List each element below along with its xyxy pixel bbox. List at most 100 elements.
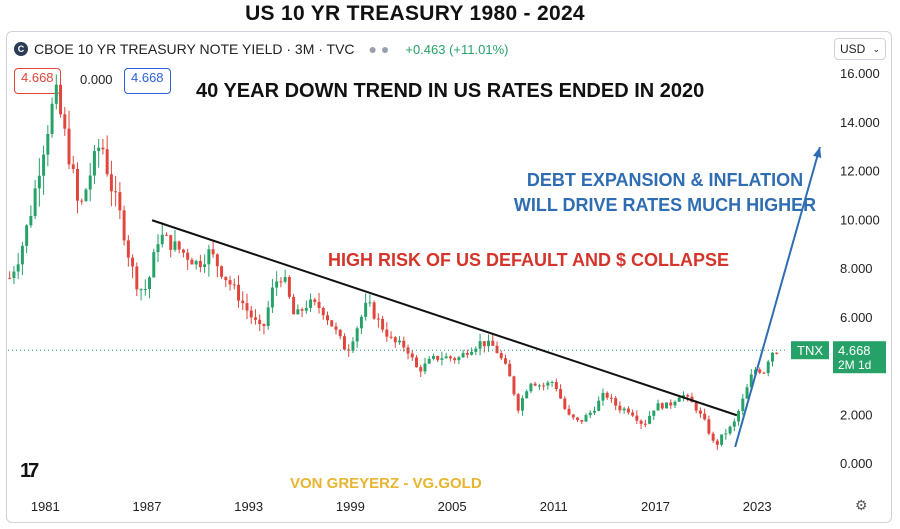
candle-body — [249, 310, 253, 318]
candle-body — [364, 302, 368, 317]
candle-body — [97, 147, 101, 152]
candle-body — [652, 410, 656, 416]
candle-body — [724, 433, 728, 435]
candle-body — [245, 303, 249, 311]
debt-annotation-line1: DEBT EXPANSION & INFLATION — [526, 170, 804, 190]
candle-body — [198, 260, 202, 268]
candle-body — [520, 398, 524, 411]
candle-body — [12, 271, 16, 278]
y-tick-label: 16.000 — [840, 66, 880, 81]
candle-body — [643, 423, 647, 425]
candle-body — [423, 363, 427, 372]
x-tick-label: 1981 — [31, 499, 60, 514]
candle-body — [8, 277, 12, 279]
risk-annotation: HIGH RISK OF US DEFAULT AND $ COLLAPSE — [328, 250, 730, 270]
candle-body — [609, 397, 613, 399]
candle-body — [253, 317, 257, 320]
candle-body — [639, 420, 643, 424]
candle-body — [576, 417, 580, 420]
candle-body — [732, 421, 736, 427]
candle-body — [681, 395, 685, 398]
candle-body — [461, 353, 465, 358]
currency-label: USD — [840, 42, 866, 56]
y-tick-label: 0.000 — [840, 456, 873, 471]
candle-body — [101, 147, 105, 150]
candle-body — [588, 412, 592, 416]
y-tick-label: 10.000 — [840, 212, 880, 227]
candle-body — [296, 309, 300, 315]
candle-body — [775, 352, 779, 354]
settings-icon[interactable]: ⚙ — [855, 497, 868, 513]
candle-body — [470, 351, 474, 355]
candle-body — [605, 392, 609, 398]
candle-body — [317, 301, 321, 308]
candle-body — [334, 326, 338, 330]
candle-body — [215, 254, 219, 267]
candle-body — [190, 259, 194, 265]
candle-body — [542, 385, 546, 387]
candle-body — [139, 289, 143, 291]
x-tick-label: 1987 — [133, 499, 162, 514]
y-tick-label: 2.000 — [840, 407, 873, 422]
candle-body — [241, 300, 245, 304]
candle-body — [525, 391, 529, 399]
candle-body — [292, 296, 296, 315]
candle-body — [491, 340, 495, 346]
candle-body — [232, 284, 236, 286]
candle-body — [770, 352, 774, 362]
candle-body — [440, 358, 444, 360]
ask-price[interactable]: 4.668 — [124, 68, 171, 94]
candle-body — [398, 340, 402, 343]
candle-body — [309, 299, 313, 308]
candle-body — [194, 260, 198, 265]
candle-body — [385, 329, 389, 337]
candle-body — [368, 302, 372, 304]
candle-body — [495, 345, 499, 354]
candle-body — [592, 410, 596, 413]
candle-body — [330, 320, 334, 327]
candle-body — [389, 336, 393, 338]
candle-body — [546, 382, 550, 386]
candle-body — [359, 316, 363, 329]
candle-body — [559, 389, 563, 399]
debt-annotation-line2: WILL DRIVE RATES MUCH HIGHER — [513, 195, 817, 215]
candle-body — [448, 356, 452, 359]
candle-body — [533, 383, 537, 386]
candle-body — [287, 277, 291, 297]
candle-body — [351, 341, 355, 351]
candle-body — [393, 337, 397, 343]
candle-body — [71, 164, 75, 169]
projection-arrow-line — [734, 146, 821, 448]
candle-body — [80, 200, 84, 202]
candle-body — [626, 408, 630, 413]
status-dots-icon: ● ● — [368, 41, 390, 57]
candle-body — [465, 353, 469, 355]
candle-body — [665, 402, 668, 409]
candle-body — [499, 353, 503, 359]
candle-body — [42, 154, 46, 176]
candle-body — [54, 84, 58, 104]
last-price-badge — [833, 341, 886, 374]
candle-body — [618, 405, 622, 411]
candle-body — [444, 356, 448, 359]
candle-body — [677, 397, 681, 402]
candle-body — [118, 192, 122, 211]
candle-body — [745, 387, 749, 399]
last-price-value: 4.668 — [838, 343, 871, 358]
candle-body — [622, 408, 626, 411]
candle-body — [749, 374, 753, 388]
candle-body — [313, 299, 317, 302]
candle-body — [203, 264, 207, 268]
candle-body — [126, 240, 130, 258]
candle-body — [567, 408, 571, 415]
tradingview-logo-icon[interactable]: 17 — [20, 460, 39, 482]
candle-body — [165, 234, 168, 236]
candle-body — [512, 376, 516, 395]
candle-body — [177, 241, 181, 250]
candle-body — [427, 358, 431, 364]
currency-select[interactable]: USD ⌄ — [834, 38, 886, 60]
candle-body — [220, 266, 224, 277]
candle-body — [211, 249, 215, 255]
candle-body — [601, 392, 605, 401]
